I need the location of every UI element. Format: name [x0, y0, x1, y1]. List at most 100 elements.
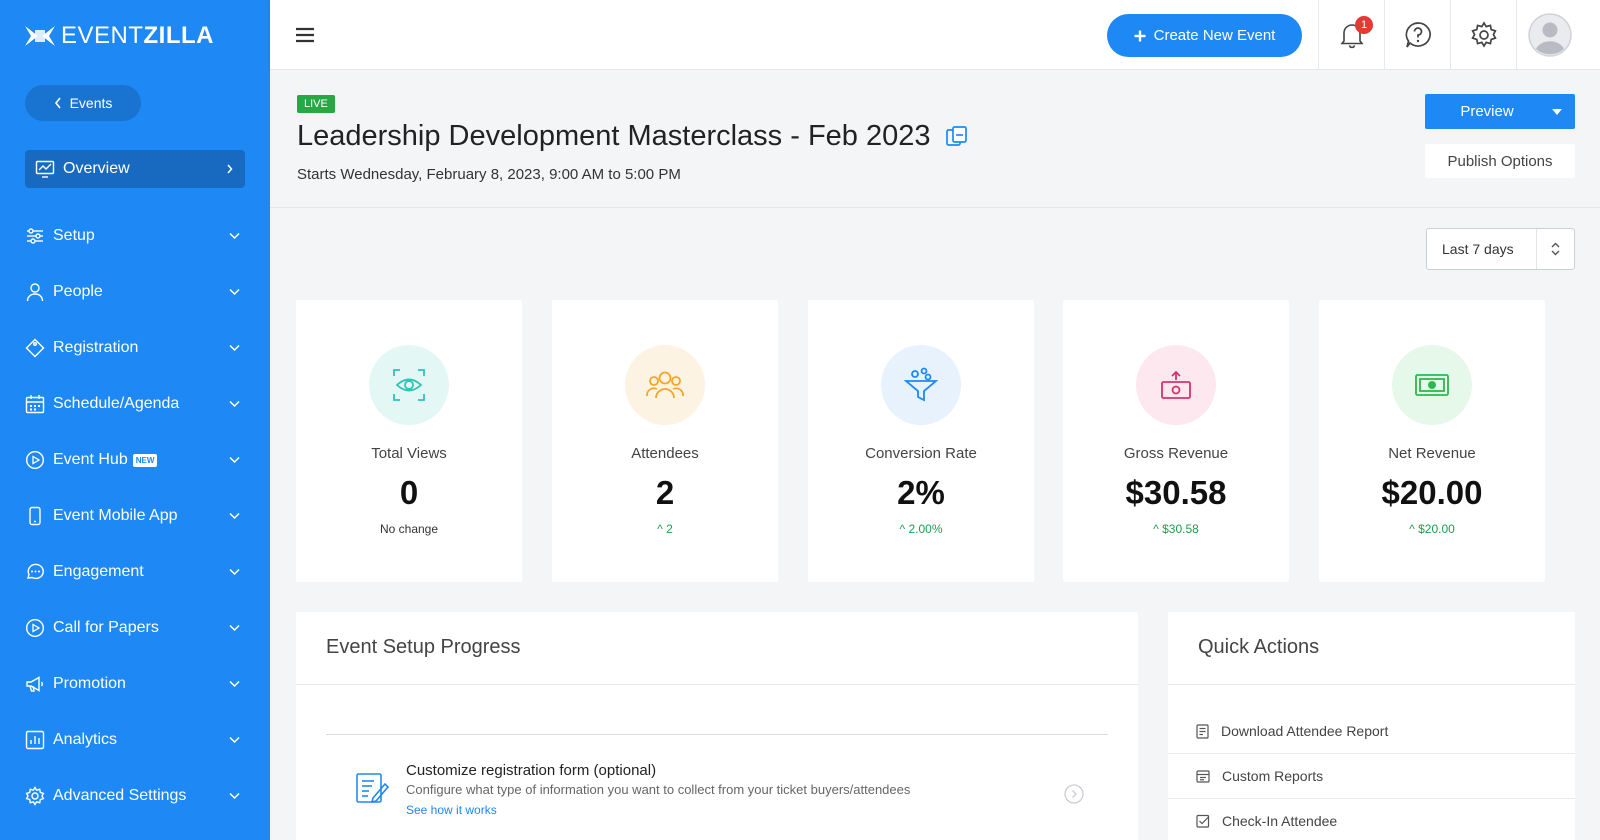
create-new-event-label: Create New Event [1153, 27, 1276, 44]
chart-icon [35, 159, 55, 179]
quick-action-custom-reports[interactable]: Custom Reports [1168, 754, 1575, 799]
stat-change: ^ 2 [552, 522, 778, 536]
stat-change: ^ $30.58 [1063, 522, 1289, 536]
chevron-down-icon [229, 736, 240, 744]
sidebar-item-people[interactable]: People [0, 264, 270, 320]
chevron-down-icon [229, 792, 240, 800]
select-arrows-icon [1536, 229, 1574, 269]
event-header: LIVE Leadership Development Masterclass … [270, 70, 1600, 208]
sidebar-item-event-hub[interactable]: Event Hub NEW [0, 432, 270, 488]
sidebar-item-promotion[interactable]: Promotion [0, 656, 270, 712]
sidebar: EVENTZILLA Events Overview Setup People … [0, 0, 270, 840]
quick-action-check-in-attendee[interactable]: Check-In Attendee [1168, 799, 1575, 840]
plus-icon [1134, 30, 1146, 41]
task-description: Configure what type of information you w… [406, 782, 911, 797]
divider [326, 734, 1108, 735]
quick-action-label: Check-In Attendee [1222, 813, 1338, 829]
phone-icon [25, 506, 45, 526]
sidebar-item-label: Registration [53, 339, 139, 356]
money-box-icon [1136, 345, 1216, 425]
checkbox-check-icon [1196, 814, 1210, 828]
eventzilla-logo[interactable]: EVENTZILLA [25, 22, 214, 50]
hamburger-menu-icon[interactable] [294, 24, 316, 46]
sidebar-item-advanced-settings[interactable]: Advanced Settings [0, 768, 270, 824]
calendar-icon [25, 394, 45, 414]
stat-value: 2 [655, 474, 675, 511]
sidebar-item-label: Event Mobile App [53, 507, 178, 524]
sidebar-item-setup[interactable]: Setup [0, 208, 270, 264]
megaphone-icon [25, 674, 45, 694]
chevron-down-icon [229, 512, 240, 520]
event-setup-progress-panel: Event Setup Progress Customize registrat… [296, 612, 1138, 840]
form-edit-icon [356, 773, 390, 804]
top-header: Create New Event 1 [270, 0, 1600, 70]
date-range-select[interactable]: Last 7 days [1426, 228, 1575, 270]
quick-action-download-attendee-report[interactable]: Download Attendee Report [1168, 709, 1575, 754]
logo-text-bold: ZILLA [143, 22, 214, 49]
sidebar-item-schedule-agenda[interactable]: Schedule/Agenda [0, 376, 270, 432]
stat-card-conversion-rate: Conversion Rate 2% ^ 2.00% [808, 300, 1034, 582]
panel-title: Quick Actions [1198, 636, 1320, 658]
sidebar-item-event-mobile-app[interactable]: Event Mobile App [0, 488, 270, 544]
avatar-icon [1527, 13, 1572, 57]
stat-label: Conversion Rate [865, 445, 977, 462]
sidebar-item-analytics[interactable]: Analytics [0, 712, 270, 768]
logo-text-light: EVENT [61, 22, 144, 49]
quick-actions-panel: Quick Actions Download Attendee Report C… [1168, 612, 1575, 840]
sidebar-item-label: Engagement [53, 563, 144, 580]
caret-down-icon[interactable] [1539, 108, 1575, 115]
chevron-down-icon [229, 456, 240, 464]
group-icon [625, 345, 705, 425]
help-button[interactable] [1384, 0, 1450, 70]
setup-task-customize-registration[interactable]: Customize registration form (optional) C… [354, 762, 1094, 822]
sidebar-item-registration[interactable]: Registration [0, 320, 270, 376]
chevron-down-icon [229, 232, 240, 240]
chevron-down-icon [229, 568, 240, 576]
task-title: Customize registration form (optional) [406, 762, 657, 779]
stat-card-net-revenue: Net Revenue $20.00 ^ $20.00 [1319, 300, 1545, 582]
user-avatar-button[interactable] [1516, 0, 1582, 70]
stat-change-value: $30.58 [1162, 522, 1199, 536]
sidebar-item-call-for-papers[interactable]: Call for Papers [0, 600, 270, 656]
sidebar-item-label: People [53, 283, 103, 300]
stat-change-value: 2 [666, 522, 673, 536]
stat-value: 2% [897, 474, 945, 511]
sidebar-item-label: Analytics [53, 731, 118, 748]
divider [296, 684, 1138, 685]
quick-action-label: Download Attendee Report [1221, 723, 1389, 739]
see-how-it-works-link[interactable]: See how it works [406, 803, 497, 817]
tag-icon [25, 338, 45, 358]
table-report-icon [1196, 769, 1210, 783]
chevron-down-icon [229, 288, 240, 296]
sidebar-item-label: Overview [63, 160, 130, 177]
report-icon [1196, 723, 1209, 739]
notifications-button[interactable]: 1 [1318, 0, 1384, 70]
preview-button[interactable]: Preview [1425, 94, 1575, 129]
play-icon [25, 450, 45, 470]
copy-link-icon[interactable] [945, 125, 969, 149]
sidebar-item-label: Event Hub [53, 451, 128, 468]
stat-change-value: 2.00% [908, 522, 943, 536]
sidebar-item-label: Schedule/Agenda [53, 395, 180, 412]
publish-options-button[interactable]: Publish Options [1425, 144, 1575, 178]
event-title-row: Leadership Development Masterclass - Feb… [297, 120, 969, 153]
stat-card-attendees: Attendees 2 ^ 2 [552, 300, 778, 582]
sidebar-item-overview[interactable]: Overview [25, 150, 245, 188]
chevron-left-icon [54, 97, 61, 109]
sidebar-item-label: Promotion [53, 675, 126, 692]
bell-icon [1339, 24, 1364, 49]
chat-icon [25, 562, 45, 582]
arrow-up-icon: ^ [1409, 522, 1419, 536]
event-date-text: Starts Wednesday, February 8, 2023, 9:00… [297, 166, 681, 183]
settings-button[interactable] [1450, 0, 1516, 70]
stat-card-gross-revenue: Gross Revenue $30.58 ^ $30.58 [1063, 300, 1289, 582]
chevron-right-circle-icon[interactable] [1064, 784, 1084, 804]
stat-label: Gross Revenue [1123, 445, 1229, 462]
chevron-down-icon [229, 680, 240, 688]
logo-mark-icon [25, 26, 55, 46]
sidebar-item-label: Setup [53, 227, 95, 244]
back-to-events-button[interactable]: Events [25, 85, 141, 121]
sidebar-item-engagement[interactable]: Engagement [0, 544, 270, 600]
sidebar-item-label: Call for Papers [53, 619, 159, 636]
create-new-event-button[interactable]: Create New Event [1107, 14, 1302, 57]
